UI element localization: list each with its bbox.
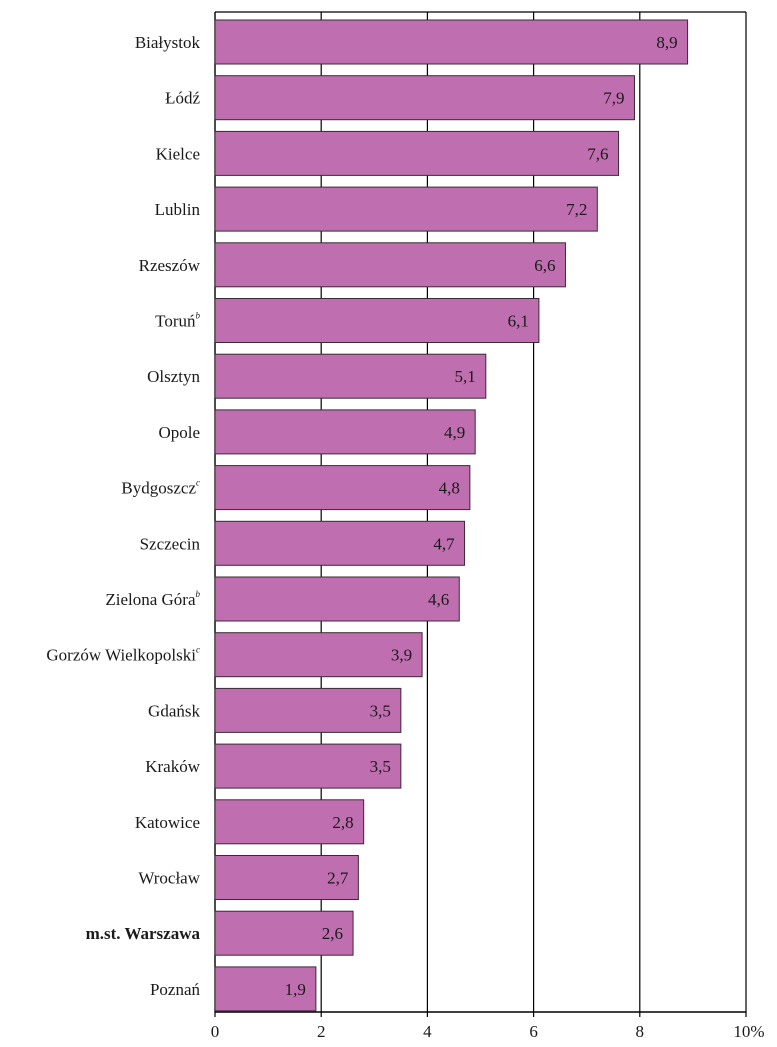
category-label: Opole <box>158 423 200 442</box>
category-label: Kielce <box>156 144 200 163</box>
x-tick-label: 6 <box>529 1022 538 1041</box>
category-label: Poznań <box>150 980 201 999</box>
category-label: Białystok <box>135 33 201 52</box>
category-label: Rzeszów <box>139 256 201 275</box>
bar <box>214 855 359 900</box>
category-label: Lublin <box>155 200 201 219</box>
category-label: Łódź <box>165 89 200 108</box>
x-tick-label: 10% <box>733 1022 764 1041</box>
value-label: 2,6 <box>322 924 343 943</box>
bar <box>214 298 540 343</box>
x-tick-label: 4 <box>423 1022 432 1041</box>
category-label: Zielona Górab <box>105 589 200 609</box>
bar <box>214 799 365 845</box>
value-label: 7,6 <box>587 144 608 163</box>
category-label: Kraków <box>145 757 200 776</box>
bar <box>214 687 402 733</box>
category-label: Wrocław <box>138 869 200 888</box>
value-label: 4,9 <box>444 423 465 442</box>
value-label: 4,6 <box>428 590 449 609</box>
category-label: Olsztyn <box>147 367 200 386</box>
category-label: m.st. Warszawa <box>86 924 201 943</box>
category-label: Gdańsk <box>148 701 200 720</box>
category-label: Toruńb <box>155 311 200 331</box>
bar <box>214 242 566 288</box>
value-label: 4,8 <box>439 479 460 498</box>
value-label: 3,5 <box>370 757 391 776</box>
value-label: 3,9 <box>391 646 412 665</box>
bar <box>214 409 476 455</box>
x-axis: 0 2 4 6 8 10% <box>211 1012 765 1041</box>
x-tick-label: 2 <box>317 1022 326 1041</box>
value-label: 2,7 <box>327 869 349 888</box>
value-labels: 8,9 7,9 7,6 7,2 6,6 6,1 5,1 4,9 4,8 4,7 4,6 3,9 3,5 3… <box>285 33 678 999</box>
value-label: 1,9 <box>285 980 306 999</box>
bar <box>214 743 402 789</box>
bar <box>214 19 689 65</box>
value-label: 8,9 <box>656 33 677 52</box>
bar <box>214 465 471 511</box>
grid-lines <box>214 11 747 1013</box>
bar <box>214 520 466 566</box>
value-label: 3,5 <box>370 701 391 720</box>
category-label: Bydgoszczc <box>121 478 200 498</box>
x-tick-label: 8 <box>636 1022 645 1041</box>
value-label: 6,1 <box>508 312 529 331</box>
bar <box>214 910 354 956</box>
value-label: 4,7 <box>433 534 455 553</box>
category-label: Gorzów Wielkopolskic <box>46 645 200 665</box>
value-label: 7,9 <box>603 89 624 108</box>
bar <box>214 186 598 232</box>
value-label: 5,1 <box>455 367 476 386</box>
bar <box>214 576 460 622</box>
bar <box>214 632 423 678</box>
category-label: Szczecin <box>140 534 201 553</box>
value-label: 7,2 <box>566 200 587 219</box>
value-label: 6,6 <box>534 256 555 275</box>
bar <box>214 966 317 1012</box>
value-label: 2,8 <box>332 813 353 832</box>
bar <box>214 130 620 176</box>
bar <box>214 353 487 399</box>
bar <box>214 75 635 121</box>
x-tick-label: 0 <box>211 1022 220 1041</box>
bars <box>214 19 689 1012</box>
category-label: Katowice <box>135 813 200 832</box>
category-labels: Białystok Łódź Kielce Lublin Rzeszów Toruńb Ol… <box>46 33 200 999</box>
